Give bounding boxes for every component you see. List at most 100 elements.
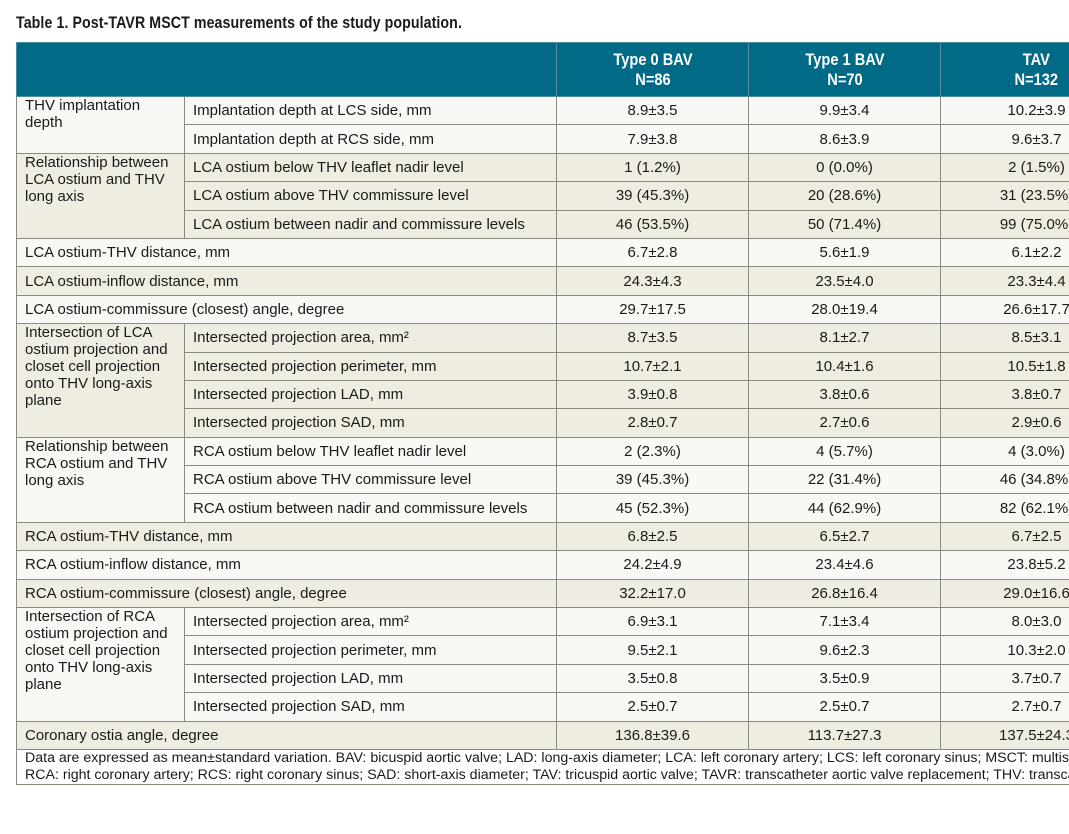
group-label: Relationship between RCA ostium and THV … — [16, 436, 185, 523]
cell-type1: 3.5±0.9 — [748, 663, 941, 694]
cell-type1: 26.8±16.4 — [748, 578, 941, 609]
cell-tav: 23.8±5.2 — [940, 550, 1069, 580]
row-label: Implantation depth at RCS side, mm — [184, 124, 557, 154]
header-tav: TAV N=132 — [940, 42, 1069, 97]
cell-tav: 8.5±3.1 — [940, 323, 1069, 353]
table-row: LCA ostium-THV distance, mm 6.7±2.8 5.6±… — [16, 237, 1069, 268]
row-label: RCA ostium between nadir and commissure … — [184, 493, 557, 523]
row-label: LCA ostium below THV leaflet nadir level — [184, 152, 557, 183]
table-row: LCA ostium-inflow distance, mm 24.3±4.3 … — [16, 266, 1069, 296]
row-label: Intersected projection perimeter, mm — [184, 351, 557, 381]
group-label: Relationship between LCA ostium and THV … — [16, 152, 185, 239]
cell-type0: 3.5±0.8 — [556, 663, 749, 694]
cell-type0: 10.7±2.1 — [556, 351, 749, 381]
cell-type0: 39 (45.3%) — [556, 465, 749, 495]
cell-type0: 9.5±2.1 — [556, 635, 749, 665]
cell-tav: 4 (3.0%) — [940, 436, 1069, 467]
cell-tav: 82 (62.1%) — [940, 493, 1069, 523]
cell-type1: 5.6±1.9 — [748, 237, 941, 268]
cell-tav: 6.7±2.5 — [940, 521, 1069, 552]
cell-type1: 2.5±0.7 — [748, 692, 941, 722]
row-label: RCA ostium-inflow distance, mm — [16, 550, 557, 580]
cell-tav: 3.8±0.7 — [940, 379, 1069, 410]
cell-tav: 2.7±0.7 — [940, 692, 1069, 722]
cell-type0: 32.2±17.0 — [556, 578, 749, 609]
row-label: Coronary ostia angle, degree — [16, 720, 557, 750]
table-row: LCA ostium-commissure (closest) angle, d… — [16, 294, 1069, 325]
table-row: LCA ostium between nadir and commissure … — [16, 209, 1069, 239]
cell-type0: 6.9±3.1 — [556, 607, 749, 637]
table-row: RCA ostium-commissure (closest) angle, d… — [16, 578, 1069, 609]
cell-type1: 7.1±3.4 — [748, 607, 941, 637]
table-footnote: Data are expressed as mean±standard vari… — [16, 748, 1069, 785]
cell-type1: 23.5±4.0 — [748, 266, 941, 296]
table-row: Intersected projection SAD, mm 2.8±0.7 2… — [16, 408, 1069, 438]
table-row: Intersection of RCA ostium projection an… — [16, 607, 1069, 722]
cell-type0: 2.5±0.7 — [556, 692, 749, 722]
header-type1-bav: Type 1 BAV N=70 — [748, 42, 941, 97]
cell-type1: 50 (71.4%) — [748, 209, 941, 239]
table-row: RCA ostium-THV distance, mm 6.8±2.5 6.5±… — [16, 521, 1069, 552]
table-row: Intersected projection LAD, mm 3.9±0.8 3… — [16, 379, 1069, 410]
row-label: Intersected projection LAD, mm — [184, 379, 557, 410]
table-row: Intersected projection LAD, mm 3.5±0.8 3… — [16, 663, 1069, 694]
cell-type0: 8.9±3.5 — [556, 95, 749, 126]
row-label: Intersected projection LAD, mm — [184, 663, 557, 694]
table-row: Intersected projection perimeter, mm 9.5… — [16, 635, 1069, 665]
cell-type1: 0 (0.0%) — [748, 152, 941, 183]
row-label: RCA ostium below THV leaflet nadir level — [184, 436, 557, 467]
cell-tav: 31 (23.5%) — [940, 181, 1069, 211]
row-label: LCA ostium-THV distance, mm — [16, 237, 557, 268]
table-row: Intersected projection perimeter, mm 10.… — [16, 351, 1069, 381]
cell-type0: 39 (45.3%) — [556, 181, 749, 211]
cell-type0: 29.7±17.5 — [556, 294, 749, 325]
cell-type1: 23.4±4.6 — [748, 550, 941, 580]
cell-type0: 46 (53.5%) — [556, 209, 749, 239]
table-row: Coronary ostia angle, degree 136.8±39.6 … — [16, 720, 1069, 750]
row-label: RCA ostium-THV distance, mm — [16, 521, 557, 552]
cell-type1: 3.8±0.6 — [748, 379, 941, 410]
group-label: Intersection of LCA ostium projection an… — [16, 323, 185, 438]
row-label: Intersected projection SAD, mm — [184, 692, 557, 722]
cell-type0: 24.3±4.3 — [556, 266, 749, 296]
header-type0-bav: Type 0 BAV N=86 — [556, 42, 749, 97]
cell-type1: 8.1±2.7 — [748, 323, 941, 353]
cell-tav: 9.6±3.7 — [940, 124, 1069, 154]
cell-type0: 45 (52.3%) — [556, 493, 749, 523]
table-row: RCA ostium-inflow distance, mm 24.2±4.9 … — [16, 550, 1069, 580]
cell-type0: 3.9±0.8 — [556, 379, 749, 410]
cell-type1: 4 (5.7%) — [748, 436, 941, 467]
cell-type0: 24.2±4.9 — [556, 550, 749, 580]
footnote-row: Data are expressed as mean±standard vari… — [16, 748, 1069, 785]
group-label: THV implantation depth — [16, 96, 185, 154]
cell-type1: 22 (31.4%) — [748, 465, 941, 495]
cell-type1: 9.6±2.3 — [748, 635, 941, 665]
cell-tav: 8.0±3.0 — [940, 607, 1069, 637]
cell-type0: 2 (2.3%) — [556, 436, 749, 467]
row-label: LCA ostium-commissure (closest) angle, d… — [16, 294, 557, 325]
cell-type1: 20 (28.6%) — [748, 181, 941, 211]
cell-type0: 6.7±2.8 — [556, 237, 749, 268]
row-label: Intersected projection area, mm² — [184, 607, 557, 637]
cell-tav: 6.1±2.2 — [940, 237, 1069, 268]
table-row: Relationship between LCA ostium and THV … — [16, 152, 1069, 239]
group-label: Intersection of RCA ostium projection an… — [16, 607, 185, 722]
cell-type1: 113.7±27.3 — [748, 720, 941, 750]
cell-tav: 23.3±4.4 — [940, 266, 1069, 296]
cell-type0: 6.8±2.5 — [556, 521, 749, 552]
cell-type1: 10.4±1.6 — [748, 351, 941, 381]
cell-tav: 2.9±0.6 — [940, 408, 1069, 438]
cell-type1: 6.5±2.7 — [748, 521, 941, 552]
table-row: Intersected projection SAD, mm 2.5±0.7 2… — [16, 692, 1069, 722]
cell-type1: 8.6±3.9 — [748, 124, 941, 154]
cell-tav: 29.0±16.6 — [940, 578, 1069, 609]
table-row: Relationship between RCA ostium and THV … — [16, 436, 1069, 523]
row-label: RCA ostium above THV commissure level — [184, 465, 557, 495]
cell-tav: 137.5±24.3 — [940, 720, 1069, 750]
cell-type0: 136.8±39.6 — [556, 720, 749, 750]
cell-type1: 44 (62.9%) — [748, 493, 941, 523]
cell-tav: 99 (75.0%) — [940, 209, 1069, 239]
cell-type0: 8.7±3.5 — [556, 323, 749, 353]
